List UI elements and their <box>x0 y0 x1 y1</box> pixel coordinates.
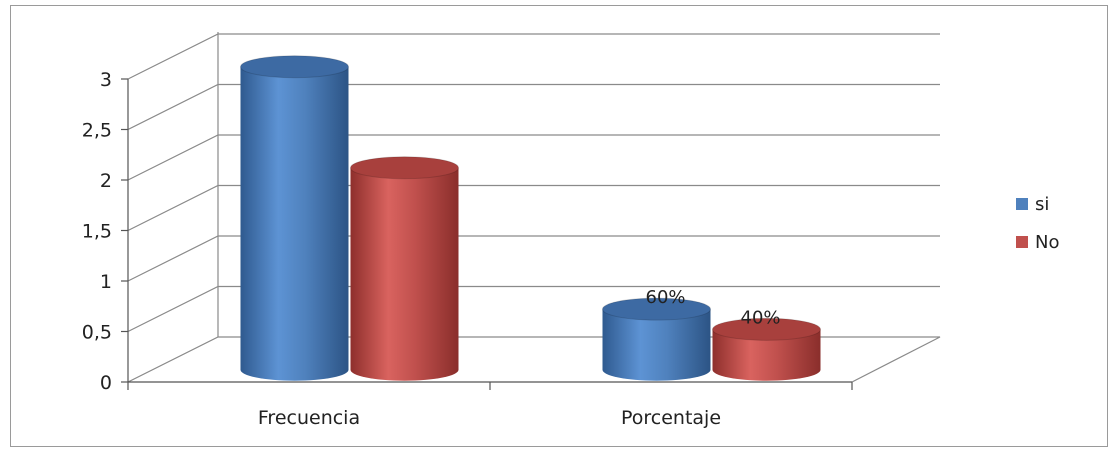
legend-swatch <box>1016 198 1028 210</box>
legend-label: No <box>1035 232 1059 253</box>
legend: si No <box>1016 194 1059 253</box>
x-axis: Frecuencia Porcentaje <box>128 382 852 429</box>
legend-swatch <box>1016 236 1028 248</box>
y-tick-label: 1 <box>100 271 112 293</box>
bar-body <box>351 168 459 381</box>
bar-cylinder <box>351 157 459 381</box>
y-tick-label: 2,5 <box>82 120 112 142</box>
y-tick-label: 3 <box>100 69 112 91</box>
bars <box>241 56 821 381</box>
y-tick-label: 0 <box>100 372 112 394</box>
y-tick-label: 2 <box>100 170 112 192</box>
bar-top <box>351 157 459 179</box>
data-label: 60% <box>646 287 686 308</box>
data-label: 40% <box>741 307 781 328</box>
legend-label: si <box>1035 194 1049 215</box>
y-tick-label: 0,5 <box>82 322 112 344</box>
bar-top <box>241 56 349 78</box>
bar-cylinder <box>241 56 349 381</box>
bar-body <box>241 67 349 381</box>
y-tick-label: 1,5 <box>82 221 112 243</box>
y-axis: 0 0,5 1 1,5 2 2,5 3 <box>82 69 128 394</box>
x-tick-label: Frecuencia <box>258 407 360 429</box>
x-tick-label: Porcentaje <box>621 407 721 429</box>
bar-cylinder <box>603 298 711 381</box>
